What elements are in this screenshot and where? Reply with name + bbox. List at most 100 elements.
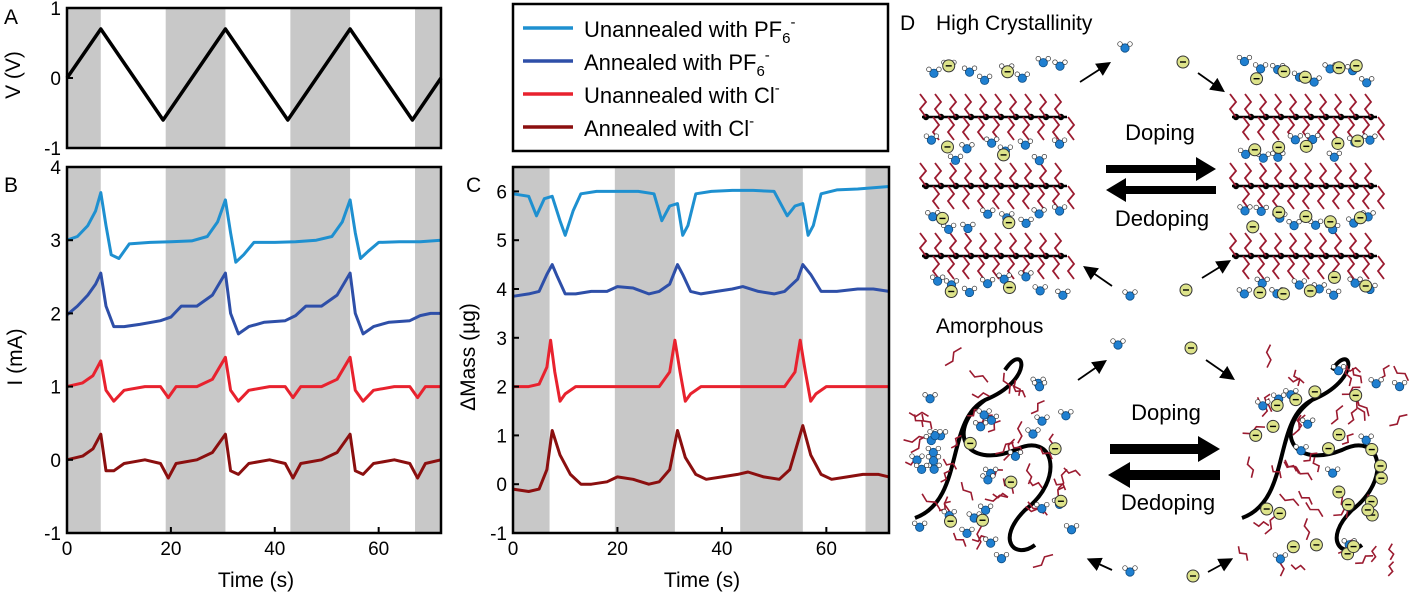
water-molecule-icon (917, 464, 927, 474)
water-molecule-icon (976, 422, 986, 432)
x-tick-label: 0 (62, 539, 73, 560)
side-chain (1318, 93, 1328, 118)
legend-subscript: 6 (782, 30, 790, 47)
movement-arrow-icon (1201, 260, 1232, 279)
movement-arrow-icon (1077, 359, 1107, 381)
doping-arrow-icon (1110, 436, 1220, 462)
side-chain (1258, 232, 1268, 257)
side-chain (1348, 162, 1358, 187)
side-chain (1265, 344, 1272, 368)
water-molecule-icon (926, 135, 937, 145)
side-chain (1318, 162, 1328, 187)
water-molecule-icon (1017, 73, 1027, 83)
side-chain (1316, 116, 1326, 141)
side-chain (1290, 564, 1306, 571)
side-chain (1241, 255, 1251, 280)
side-chain (1006, 116, 1016, 141)
water-molecule-icon (933, 276, 943, 286)
side-chain (1279, 493, 1300, 507)
side-chain (984, 494, 1009, 502)
side-chain (1303, 162, 1313, 187)
side-chain (961, 116, 971, 141)
side-chain (1016, 420, 1023, 444)
side-chain (944, 347, 962, 367)
side-chain (1376, 116, 1386, 141)
side-chain (976, 116, 986, 141)
side-chain (1283, 461, 1298, 472)
water-molecule-icon (1333, 366, 1344, 376)
side-chain (1273, 232, 1283, 257)
shaded-interval (614, 167, 675, 533)
side-chain (1346, 185, 1356, 210)
doping-label-bottom: Doping (1131, 400, 1201, 425)
panel-c-y-label: ΔMass (µg) (457, 303, 480, 411)
side-chain (1002, 372, 1011, 394)
side-chain (1228, 162, 1238, 187)
side-chain (946, 116, 956, 141)
side-chain (978, 93, 988, 118)
shaded-interval (865, 167, 889, 533)
water-molecule-icon (1289, 221, 1299, 231)
side-chain (963, 162, 973, 187)
side-chain (1346, 255, 1356, 280)
water-molecule-icon (999, 274, 1009, 284)
shaded-interval (513, 167, 550, 533)
movement-arrow-icon (1083, 265, 1113, 287)
side-chain (1387, 561, 1395, 577)
water-molecule-icon (1125, 291, 1135, 301)
y-tick-label: 5 (496, 231, 507, 252)
water-molecule-icon (1010, 451, 1021, 461)
side-chain (1256, 185, 1266, 210)
y-tick-label: 2 (50, 304, 61, 325)
side-chain (1301, 185, 1311, 210)
side-chain (1363, 93, 1373, 118)
side-chain (1066, 255, 1076, 280)
side-chain (963, 232, 973, 257)
side-chain (948, 93, 958, 118)
y-tick-label: 3 (496, 329, 507, 350)
panel-c-x-label: Time (s) (664, 569, 740, 592)
water-molecule-icon (1066, 525, 1077, 535)
legend-superscript: - (790, 14, 795, 31)
side-chain (1286, 185, 1296, 210)
side-chain (921, 413, 933, 430)
x-tick-label: 40 (264, 539, 285, 560)
water-molecule-icon (979, 410, 989, 420)
side-chain (1006, 185, 1016, 210)
side-chain (1363, 162, 1373, 187)
series-line-0 (65, 27, 443, 122)
panel-d-title-crystalline: High Crystallinity (936, 12, 1093, 35)
legend-entry: Unannealed with PF6- (584, 14, 795, 47)
side-chain (993, 232, 1003, 257)
side-chain (1347, 408, 1358, 425)
water-molecule-icon (1256, 206, 1266, 216)
water-molecule-icon (1311, 220, 1321, 230)
water-molecule-icon (1296, 446, 1306, 456)
side-chain (1036, 116, 1046, 141)
side-chain (1032, 553, 1054, 569)
side-chain (1333, 162, 1343, 187)
side-chain (993, 93, 1003, 118)
dedoping-label-bottom: Dedoping (1121, 490, 1215, 515)
side-chain (978, 162, 988, 187)
side-chain (1330, 404, 1344, 425)
series-line-2 (513, 338, 889, 403)
side-chain (1228, 93, 1238, 118)
legend-superscript: - (775, 80, 780, 97)
y-tick-label: 0 (50, 69, 61, 90)
water-molecule-icon (983, 209, 993, 219)
side-chain (1393, 365, 1410, 382)
panel-d-title-amorphous: Amorphous (936, 315, 1043, 338)
side-chain (1038, 93, 1048, 118)
water-molecule-icon (1258, 153, 1268, 163)
water-molecule-icon (1020, 140, 1030, 150)
side-chain (1348, 232, 1358, 257)
y-tick-label: -1 (490, 524, 507, 545)
amorphous-doped-illustration (1237, 344, 1410, 577)
crystalline-doped-illustration (1228, 54, 1386, 301)
side-chain (1303, 232, 1313, 257)
water-molecule-icon (929, 68, 939, 78)
